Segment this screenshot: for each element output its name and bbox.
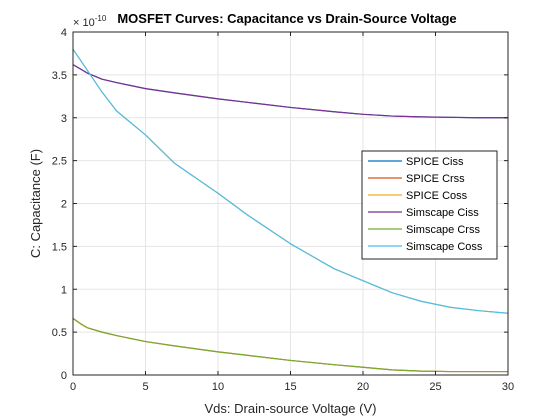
series-line-5 (72, 317, 508, 373)
y-tick-label: 1.5 (52, 241, 67, 253)
y-tick-label: 0.5 (52, 327, 67, 339)
y-exponent-label: × 10-10 (73, 14, 107, 29)
legend-entry: Simscape Coss (406, 241, 483, 253)
legend-entry: SPICE Crss (406, 173, 465, 185)
legend-entry: Simscape Crss (406, 224, 480, 236)
y-exponent-power: -10 (95, 14, 107, 23)
axis-ticks: 0 5 10 15 20 25 30 0 0.5 1 1.5 2 2.5 3 3.5 4 (52, 27, 514, 393)
legend-entry: SPICE Coss (406, 190, 468, 202)
x-tick-label: 25 (429, 381, 441, 393)
legend-entry: SPICE Ciss (406, 156, 464, 168)
x-tick-label: 5 (142, 381, 148, 393)
x-tick-label: 10 (212, 381, 224, 393)
x-tick-label: 0 (70, 381, 76, 393)
x-tick-label: 15 (284, 381, 296, 393)
legend: SPICE Ciss SPICE Crss SPICE Coss Simscape C… (361, 150, 498, 260)
series-lines (72, 48, 509, 373)
x-axis-label: Vds: Drain-source Voltage (V) (205, 401, 377, 416)
y-tick-label: 2.5 (52, 156, 67, 168)
y-tick-label: 3 (61, 113, 67, 125)
y-tick-label: 3.5 (52, 70, 67, 82)
x-tick-label: 30 (502, 381, 514, 393)
legend-entry: Simscape Ciss (406, 207, 479, 219)
y-axis-label: C: Capacitance (F) (28, 149, 43, 258)
y-exponent-base: × 10 (73, 17, 95, 29)
y-tick-label: 1 (61, 284, 67, 296)
legend-box (361, 150, 498, 260)
y-tick-label: 4 (61, 27, 67, 39)
series-line-6 (72, 48, 509, 314)
x-tick-label: 20 (357, 381, 369, 393)
chart-title: MOSFET Curves: Capacitance vs Drain-Sour… (117, 11, 456, 26)
y-tick-label: 2 (61, 199, 67, 211)
y-tick-label: 0 (61, 370, 67, 382)
series-line-4 (72, 64, 508, 119)
